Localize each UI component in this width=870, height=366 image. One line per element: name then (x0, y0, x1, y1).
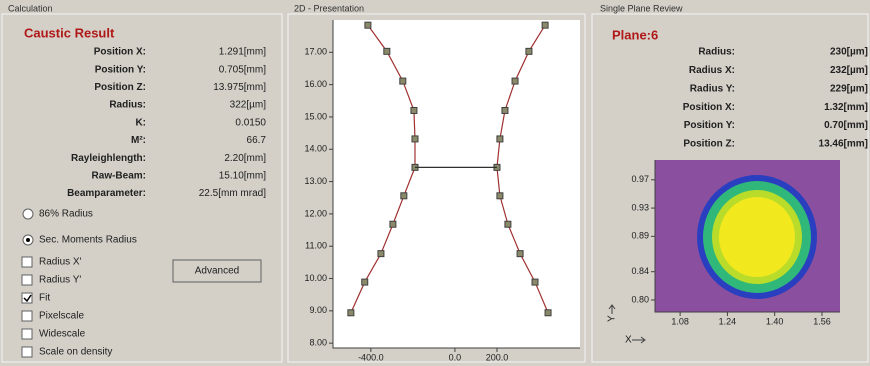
field-label: Raw-Beam: (92, 171, 146, 182)
field-value: 322[µm] (230, 100, 267, 111)
checkbox-label[interactable]: Widescale (39, 329, 86, 340)
field-value: 15.10[mm] (219, 171, 266, 182)
data-point (412, 136, 418, 142)
y-axis-label: Y (607, 315, 618, 322)
plot-area (333, 20, 580, 348)
data-point (502, 107, 508, 113)
y-tick-label: 10.00 (304, 273, 327, 283)
field-label: Position X: (94, 47, 146, 58)
y-tick-label: 0.93 (631, 202, 649, 212)
x-tick-label: 1.24 (719, 316, 737, 326)
checkbox[interactable] (22, 311, 32, 321)
x-tick-label: 1.56 (813, 316, 831, 326)
field-value: 2.20[mm] (224, 153, 266, 164)
checkbox[interactable] (22, 257, 32, 267)
data-point (532, 279, 538, 285)
data-point (505, 221, 511, 227)
y-tick-label: 15.00 (304, 111, 327, 121)
data-point (545, 310, 551, 316)
button-label[interactable]: Advanced (195, 266, 239, 277)
field-value: 1.32[mm] (824, 102, 868, 113)
data-point (526, 48, 532, 54)
y-tick-label: 0.84 (631, 266, 649, 276)
radio[interactable] (23, 209, 33, 219)
field-value: 1.291[mm] (219, 47, 266, 58)
field-value: 22.5[mm mrad] (199, 188, 266, 199)
y-tick-label: 0.97 (631, 174, 649, 184)
checkbox[interactable] (22, 275, 32, 285)
field-label: Position Z: (94, 82, 146, 93)
field-value: 232[µm] (830, 65, 868, 76)
data-point (378, 251, 384, 257)
field-label: Beamparameter: (67, 188, 146, 199)
field-label: Position Y: (95, 64, 146, 75)
y-tick-label: 0.80 (631, 294, 649, 304)
field-value: 0.0150 (235, 117, 266, 128)
field-value: 0.705[mm] (219, 64, 266, 75)
data-point (390, 221, 396, 227)
checkbox[interactable] (22, 347, 32, 357)
data-point (348, 310, 354, 316)
checkbox-label[interactable]: Radius X' (39, 257, 82, 268)
field-value: 66.7 (247, 135, 267, 146)
y-tick-label: 0.89 (631, 231, 649, 241)
field-label: Radius Y: (690, 83, 735, 94)
field-value: 229[µm] (830, 83, 868, 94)
field-value: 0.70[mm] (824, 120, 868, 131)
field-label: M²: (131, 135, 146, 146)
radio-dot (26, 238, 30, 242)
panel-title: 2D - Presentation (294, 3, 364, 13)
checkbox[interactable] (22, 329, 32, 339)
y-tick-label: 8.00 (309, 338, 327, 348)
radio-label[interactable]: 86% Radius (39, 209, 93, 220)
field-label: Position Y: (684, 120, 735, 131)
x-tick-label: 0.0 (449, 352, 462, 362)
checkbox-label[interactable]: Pixelscale (39, 311, 84, 322)
x-tick-label: 200.0 (486, 352, 509, 362)
y-tick-label: 16.00 (304, 79, 327, 89)
field-label: Position Z: (683, 139, 735, 150)
data-point (400, 78, 406, 84)
x-tick-label: 1.08 (671, 316, 689, 326)
data-point (401, 193, 407, 199)
checkbox-label[interactable]: Radius Y' (39, 275, 81, 286)
y-tick-label: 13.00 (304, 176, 327, 186)
field-label: Radius: (698, 47, 735, 58)
panel-title: Calculation (8, 3, 53, 13)
y-tick-label: 14.00 (304, 144, 327, 154)
field-label: Rayleighlength: (71, 153, 146, 164)
checkbox-label[interactable]: Fit (39, 293, 50, 304)
field-value: 230[µm] (830, 47, 868, 58)
data-point (411, 107, 417, 113)
x-tick-label: -400.0 (358, 352, 384, 362)
result-heading: Caustic Result (24, 25, 115, 40)
data-point (497, 136, 503, 142)
x-axis-label: X (625, 335, 632, 346)
field-value: 13.975[mm] (213, 82, 266, 93)
y-tick-label: 12.00 (304, 208, 327, 218)
radio-label[interactable]: Sec. Moments Radius (39, 235, 137, 246)
data-point (517, 251, 523, 257)
plane-label: Plane:6 (612, 27, 658, 42)
beam-core (719, 197, 795, 277)
data-point (497, 193, 503, 199)
data-point (362, 279, 368, 285)
x-tick-label: 1.40 (766, 316, 784, 326)
data-point (384, 48, 390, 54)
data-point (542, 22, 548, 28)
field-value: 13.46[mm] (819, 139, 868, 150)
y-tick-label: 17.00 (304, 47, 327, 57)
field-label: Position X: (683, 102, 735, 113)
data-point (365, 22, 371, 28)
screen: Calculation Caustic Result 2D - Presenta… (0, 0, 870, 366)
field-label: K: (135, 117, 146, 128)
field-label: Radius: (109, 100, 146, 111)
field-label: Radius X: (689, 65, 735, 76)
panel-title: Single Plane Review (600, 3, 683, 13)
checkbox-label[interactable]: Scale on density (39, 347, 112, 358)
data-point (512, 78, 518, 84)
y-tick-label: 11.00 (305, 241, 327, 251)
y-tick-label: 9.00 (309, 305, 327, 315)
